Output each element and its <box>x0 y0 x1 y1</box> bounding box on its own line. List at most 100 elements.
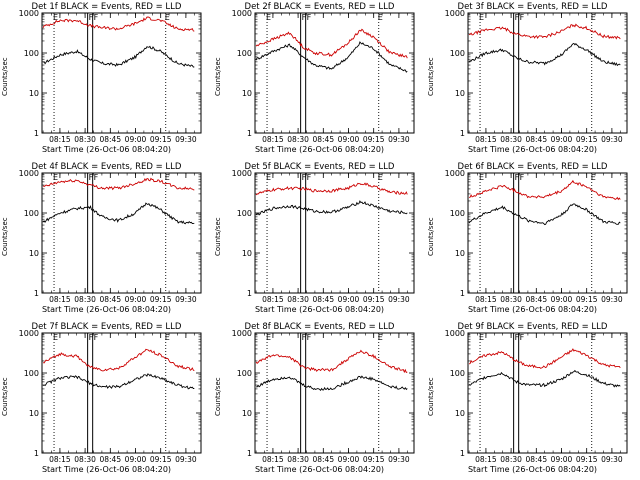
y-tick-label: 1000 <box>445 329 465 338</box>
detector-panel: Det 4f BLACK = Events, RED = LLD 1 10 100 10… <box>0 160 213 320</box>
x-tick-label: 09:30 <box>175 455 197 464</box>
plot-frame <box>254 12 415 134</box>
y-tick-label: 1000 <box>19 329 39 338</box>
detector-panel: Det 9f BLACK = Events, RED = LLD 1 10 100 10… <box>426 320 639 480</box>
marker-label: E <box>479 13 484 22</box>
x-axis-label: Start Time (26-Oct-06 08:04:20) <box>467 305 598 314</box>
y-axis-label: Counts/sec <box>427 377 435 416</box>
marker-label: F <box>515 173 520 182</box>
chart-plot: 1 10 100 1000 08:15 08:30 08:45 09:00 09:15 09:30… <box>19 329 202 464</box>
plot-frame <box>467 12 628 134</box>
marker-label: E <box>266 333 271 342</box>
x-tick-label: 09:00 <box>551 295 573 304</box>
marker-label: F <box>302 173 307 182</box>
x-tick-label: 08:45 <box>312 455 334 464</box>
chart-title: Det 1f BLACK = Events, RED = LLD <box>31 2 182 12</box>
x-tick-label: 08:15 <box>49 135 71 144</box>
marker-label: F <box>89 13 94 22</box>
chart-title: Det 4f BLACK = Events, RED = LLD <box>31 162 182 172</box>
chart-title: Det 6f BLACK = Events, RED = LLD <box>457 162 608 172</box>
x-axis-label: Start Time (26-Oct-06 08:04:20) <box>254 145 385 154</box>
marker-label: F <box>307 333 312 342</box>
y-axis-label: Counts/sec <box>1 377 9 416</box>
y-tick-label: 100 <box>24 209 39 218</box>
y-tick-label: 1 <box>34 289 39 298</box>
chart-plot: 1 10 100 1000 08:15 08:30 08:45 09:00 09:15 09:30… <box>232 9 415 144</box>
marker-label: F <box>302 333 307 342</box>
marker-label: E <box>165 13 170 22</box>
y-tick-label: 10 <box>455 249 465 258</box>
x-tick-label: 09:30 <box>388 455 410 464</box>
x-axis-label: Start Time (26-Oct-06 08:04:20) <box>254 465 385 474</box>
y-tick-label: 1 <box>247 289 252 298</box>
chart-plot: 1 10 100 1000 08:15 08:30 08:45 09:00 09:15 09:30… <box>232 329 415 464</box>
x-tick-label: 08:15 <box>262 295 284 304</box>
chart-title: Det 5f BLACK = Events, RED = LLD <box>244 162 395 172</box>
series-line <box>468 203 621 226</box>
x-axis-label: Start Time (26-Oct-06 08:04:20) <box>254 305 385 314</box>
y-tick-label: 1000 <box>445 9 465 18</box>
marker-label: F <box>520 13 525 22</box>
y-tick-label: 10 <box>242 409 252 418</box>
chart-plot: 1 10 100 1000 08:15 08:30 08:45 09:00 09:15 09:30… <box>445 169 628 304</box>
x-tick-label: 09:15 <box>150 295 172 304</box>
y-tick-label: 10 <box>29 249 39 258</box>
x-tick-label: 09:30 <box>175 135 197 144</box>
x-tick-label: 08:45 <box>99 455 121 464</box>
chart-plot: 1 10 100 1000 08:15 08:30 08:45 09:00 09:15 09:30… <box>19 169 202 304</box>
series-line <box>42 177 195 191</box>
x-tick-label: 08:45 <box>99 135 121 144</box>
series-line <box>255 200 408 216</box>
x-tick-label: 08:15 <box>262 455 284 464</box>
y-axis-label: Counts/sec <box>1 217 9 256</box>
marker-label: F <box>94 333 99 342</box>
x-tick-label: 09:30 <box>601 455 623 464</box>
chart-plot: 1 10 100 1000 08:15 08:30 08:45 09:00 09:15 09:30… <box>445 9 628 144</box>
series-line <box>256 375 408 392</box>
x-tick-label: 08:30 <box>74 455 96 464</box>
y-tick-label: 10 <box>242 249 252 258</box>
marker-label: E <box>479 173 484 182</box>
plot-frame <box>467 332 628 454</box>
marker-label: E <box>378 13 383 22</box>
y-tick-label: 1000 <box>445 169 465 178</box>
marker-label: E <box>378 173 383 182</box>
x-tick-label: 09:15 <box>363 135 385 144</box>
x-tick-label: 09:15 <box>150 135 172 144</box>
detector-panel: Det 1f BLACK = Events, RED = LLD 1 10 100 10… <box>0 0 213 160</box>
plot-frame <box>467 172 628 294</box>
marker-label: F <box>520 173 525 182</box>
y-tick-label: 1000 <box>19 9 39 18</box>
x-axis-label: Start Time (26-Oct-06 08:04:20) <box>467 145 598 154</box>
marker-label: F <box>302 13 307 22</box>
x-tick-label: 09:00 <box>125 295 147 304</box>
series-line <box>42 348 195 372</box>
x-tick-label: 08:30 <box>500 135 522 144</box>
x-tick-label: 09:00 <box>125 455 147 464</box>
y-tick-label: 1 <box>460 289 465 298</box>
x-tick-label: 08:15 <box>475 455 497 464</box>
marker-label: E <box>591 173 596 182</box>
x-tick-label: 09:15 <box>150 455 172 464</box>
y-tick-label: 100 <box>237 49 252 58</box>
y-tick-label: 1000 <box>19 169 39 178</box>
y-axis-label: Counts/sec <box>427 57 435 96</box>
chart-title: Det 2f BLACK = Events, RED = LLD <box>244 2 395 12</box>
x-tick-label: 09:00 <box>551 135 573 144</box>
x-tick-label: 09:30 <box>601 295 623 304</box>
plot-frame <box>41 332 202 454</box>
y-tick-label: 100 <box>24 49 39 58</box>
y-tick-label: 100 <box>450 369 465 378</box>
marker-label: F <box>515 333 520 342</box>
x-tick-label: 09:00 <box>338 455 360 464</box>
y-tick-label: 1 <box>34 129 39 138</box>
x-tick-label: 08:30 <box>287 295 309 304</box>
y-tick-label: 100 <box>450 49 465 58</box>
y-axis-label: Counts/sec <box>1 57 9 96</box>
detector-panel: Det 6f BLACK = Events, RED = LLD 1 10 100 10… <box>426 160 639 320</box>
chart-plot: 1 10 100 1000 08:15 08:30 08:45 09:00 09:15 09:30… <box>445 329 628 464</box>
x-tick-label: 09:30 <box>388 135 410 144</box>
marker-label: F <box>307 173 312 182</box>
chart-title: Det 3f BLACK = Events, RED = LLD <box>457 2 608 12</box>
